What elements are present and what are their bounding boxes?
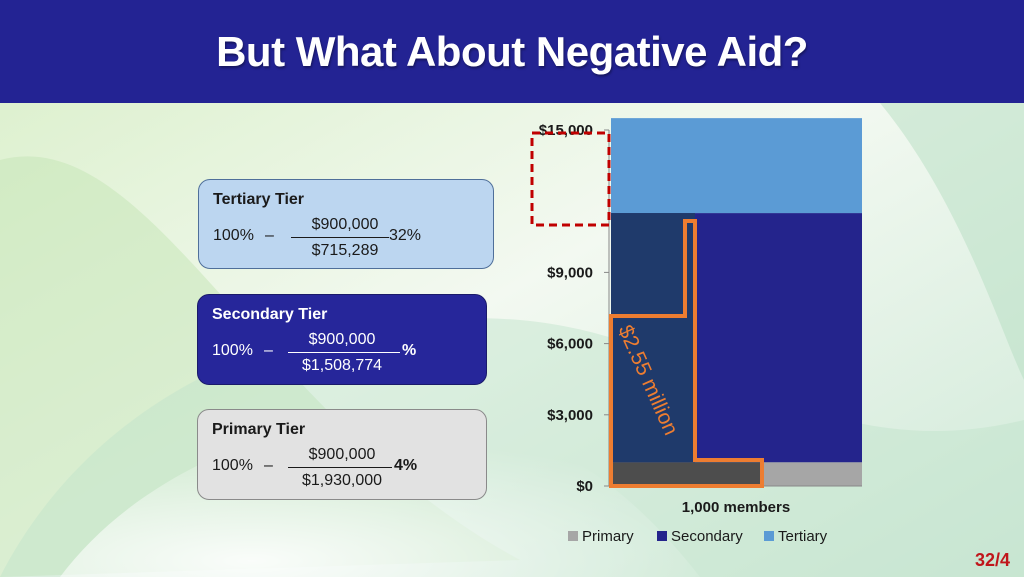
tier-name: Secondary Tier (212, 306, 328, 323)
secondary-tier-box: Secondary Tier 100% – $900,000 $1,508,77… (197, 294, 487, 385)
primary-tier-box: Primary Tier 100% – $900,000 $1,930,000 … (197, 409, 487, 500)
tier-minus: – (264, 342, 273, 359)
fraction-bar (291, 237, 389, 238)
x-axis-label: 1,000 members (682, 499, 790, 516)
tier-denominator: $1,508,774 (301, 357, 383, 374)
legend-swatch-primary (568, 531, 578, 541)
title-bar: But What About Negative Aid? (0, 0, 1024, 103)
y-tick-label: $6,000 (547, 336, 593, 353)
tier-denominator: $1,930,000 (301, 472, 383, 489)
tier-numerator: $900,000 (311, 216, 379, 233)
fraction-bar (288, 352, 400, 353)
legend-label-primary: Primary (582, 528, 634, 545)
tier-percent: 100% (212, 457, 253, 474)
legend-swatch-secondary (657, 531, 667, 541)
tier-percent: 100% (213, 227, 254, 244)
tier-minus: – (264, 457, 273, 474)
bar-segment-primary-highlight (611, 462, 762, 486)
negative-aid-outline (609, 219, 764, 488)
fraction-bar (288, 467, 392, 468)
highlight-dashed-box (530, 131, 611, 227)
tier-numerator: $900,000 (308, 446, 376, 463)
y-tick-label: $3,000 (547, 407, 593, 424)
tier-name: Tertiary Tier (213, 191, 305, 208)
stacked-bar-chart: $0$3,000$6,000$9,000$15,000 $2.55 millio… (530, 118, 862, 545)
legend-swatch-tertiary (764, 531, 774, 541)
tier-denominator: $715,289 (311, 242, 379, 259)
tertiary-tier-box: Tertiary Tier 100% – $900,000 $715,289 3… (198, 179, 494, 269)
tier-result: % (402, 342, 417, 359)
tier-name: Primary Tier (212, 421, 306, 438)
tier-percent: 100% (212, 342, 253, 359)
slide-title: But What About Negative Aid? (216, 27, 808, 75)
y-tick-label: $0 (576, 478, 593, 495)
legend-label-secondary: Secondary (671, 528, 743, 545)
legend-label-tertiary: Tertiary (778, 528, 828, 545)
tier-numerator: $900,000 (308, 331, 376, 348)
tier-result: 32% (389, 227, 422, 244)
bar-segment-secondary-highlight (611, 213, 695, 463)
y-tick-label: $15,000 (539, 122, 593, 139)
tier-result: 4% (394, 457, 418, 474)
page-number: 32/4 (974, 550, 1010, 570)
legend: Primary Secondary Tertiary (568, 528, 828, 545)
tier-minus: – (265, 227, 274, 244)
y-tick-label: $9,000 (547, 264, 593, 281)
bar-segment-tertiary (611, 118, 862, 214)
